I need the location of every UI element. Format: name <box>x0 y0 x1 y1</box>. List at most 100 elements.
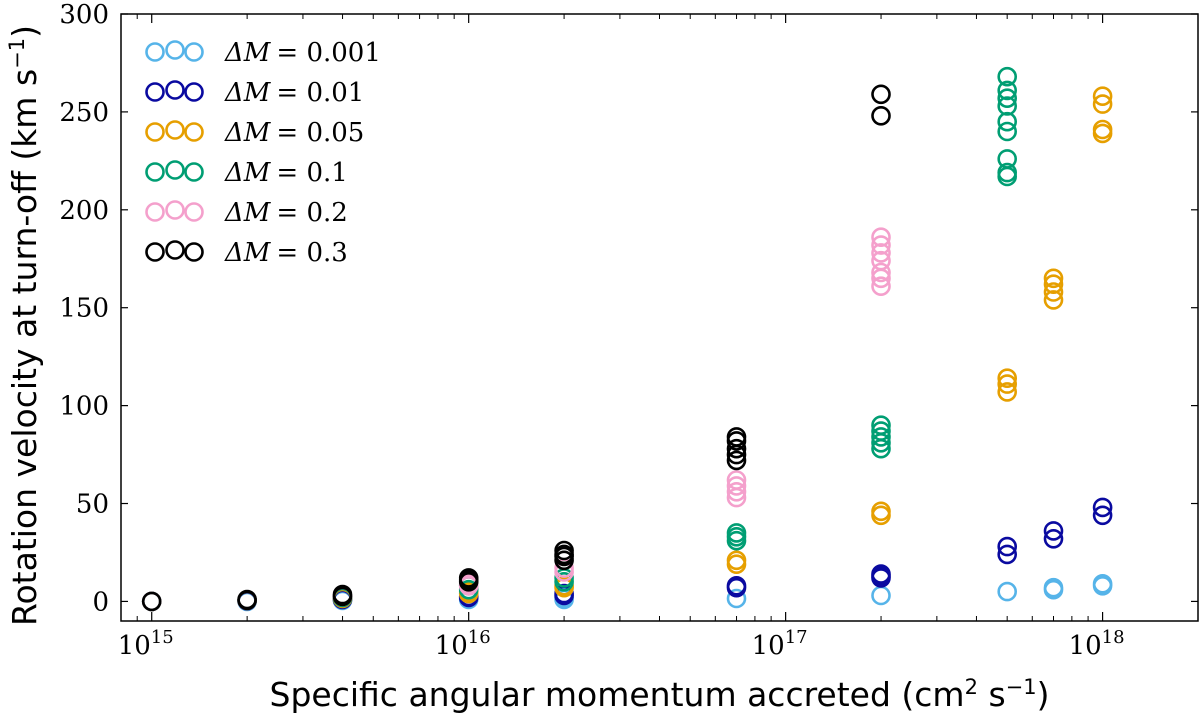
data-point <box>871 262 891 283</box>
y-tick-label: 100 <box>59 392 109 422</box>
data-point <box>1092 86 1113 106</box>
data-point <box>1043 274 1064 295</box>
y-tick-label: 250 <box>59 98 109 128</box>
legend-marker <box>165 80 185 100</box>
legend-marker <box>145 242 165 262</box>
data-point <box>726 554 747 575</box>
x-tick-label: 1018 <box>1069 627 1125 661</box>
data-point <box>554 583 574 604</box>
data-point <box>871 106 891 126</box>
legend-marker <box>184 82 204 102</box>
data-points <box>141 66 1113 612</box>
data-point <box>1092 497 1113 518</box>
data-point <box>871 585 891 606</box>
data-point <box>726 481 747 502</box>
x-tick-label: 1016 <box>435 627 491 661</box>
y-axis-label: Rotation velocity at turn-off (km s−1) <box>5 25 44 626</box>
y-tick-label: 150 <box>59 294 109 324</box>
legend-label: ΔM = 0.3 <box>224 238 348 268</box>
data-point <box>237 589 257 610</box>
legend-marker <box>184 162 204 182</box>
legend-marker <box>145 42 165 62</box>
data-point <box>997 149 1018 169</box>
data-point <box>1043 282 1064 302</box>
data-point <box>332 584 353 605</box>
y-tick-label: 300 <box>59 0 109 30</box>
data-point <box>726 526 747 547</box>
legend-label: ΔM = 0.2 <box>224 198 348 228</box>
data-point <box>726 470 747 490</box>
data-point <box>871 564 891 584</box>
x-axis-label: Specific angular momentum accreted (cm2 … <box>270 675 1050 713</box>
legend-marker <box>165 40 185 60</box>
data-point <box>726 550 747 571</box>
legend-marker <box>184 202 204 222</box>
data-point <box>871 421 891 441</box>
y-tick-label: 50 <box>76 490 109 520</box>
data-point <box>554 540 574 561</box>
data-point <box>997 96 1018 116</box>
legend-marker <box>165 240 185 260</box>
data-point <box>1092 573 1113 594</box>
data-point <box>997 536 1018 557</box>
x-tick-label: 1017 <box>752 627 808 661</box>
data-point <box>1092 94 1113 114</box>
x-tick-label: 1015 <box>118 627 174 661</box>
legend-marker <box>184 42 204 62</box>
data-point <box>997 581 1018 602</box>
data-point <box>871 427 891 447</box>
legend-marker <box>145 162 165 182</box>
data-point <box>726 476 747 496</box>
data-point <box>726 450 747 471</box>
legend-marker <box>145 122 165 142</box>
legend-marker <box>145 82 165 102</box>
legend-marker <box>165 200 185 220</box>
data-point <box>997 374 1018 394</box>
data-point <box>726 523 747 543</box>
legend-label: ΔM = 0.05 <box>224 118 364 148</box>
data-point <box>871 276 891 297</box>
legend: ΔM = 0.001 ΔM = 0.01 ΔM = 0.05 ΔM = 0.1 ΔM = 0.2 Δ… <box>145 38 381 268</box>
data-point <box>871 84 891 105</box>
data-point <box>997 544 1018 565</box>
y-tick-label: 200 <box>59 196 109 226</box>
data-point <box>871 505 891 526</box>
legend-marker <box>165 120 185 140</box>
legend-label: ΔM = 0.01 <box>224 78 364 108</box>
data-point <box>1043 268 1064 289</box>
axis-ticks: 0 50 100 150 200 250 300 1015 1016 1017 1018 <box>59 0 1199 661</box>
data-point <box>997 80 1018 101</box>
legend-marker <box>184 122 204 142</box>
data-point <box>997 88 1018 108</box>
y-tick-label: 0 <box>92 587 109 617</box>
data-point <box>726 588 747 609</box>
data-point <box>1092 123 1113 144</box>
data-point <box>458 568 479 588</box>
data-point <box>1043 290 1064 310</box>
data-point <box>997 166 1018 187</box>
data-point <box>726 575 747 596</box>
data-point <box>141 591 162 612</box>
legend-marker <box>145 202 165 222</box>
data-point <box>1043 521 1064 541</box>
data-point <box>997 162 1018 183</box>
data-point <box>997 66 1018 87</box>
legend-marker <box>165 160 185 180</box>
data-point <box>726 427 747 447</box>
data-point <box>1092 505 1113 526</box>
legend-label: ΔM = 0.1 <box>224 158 348 188</box>
data-point <box>997 382 1018 402</box>
legend-label: ΔM = 0.001 <box>224 38 381 68</box>
data-point <box>1043 528 1064 549</box>
legend-marker <box>184 242 204 262</box>
data-point <box>871 250 891 271</box>
data-point <box>871 415 891 436</box>
data-point <box>1043 577 1064 598</box>
data-point <box>997 368 1018 389</box>
data-point <box>997 121 1018 142</box>
data-point <box>871 227 891 247</box>
data-point <box>871 235 891 255</box>
data-point <box>997 111 1018 132</box>
data-point <box>871 501 891 522</box>
